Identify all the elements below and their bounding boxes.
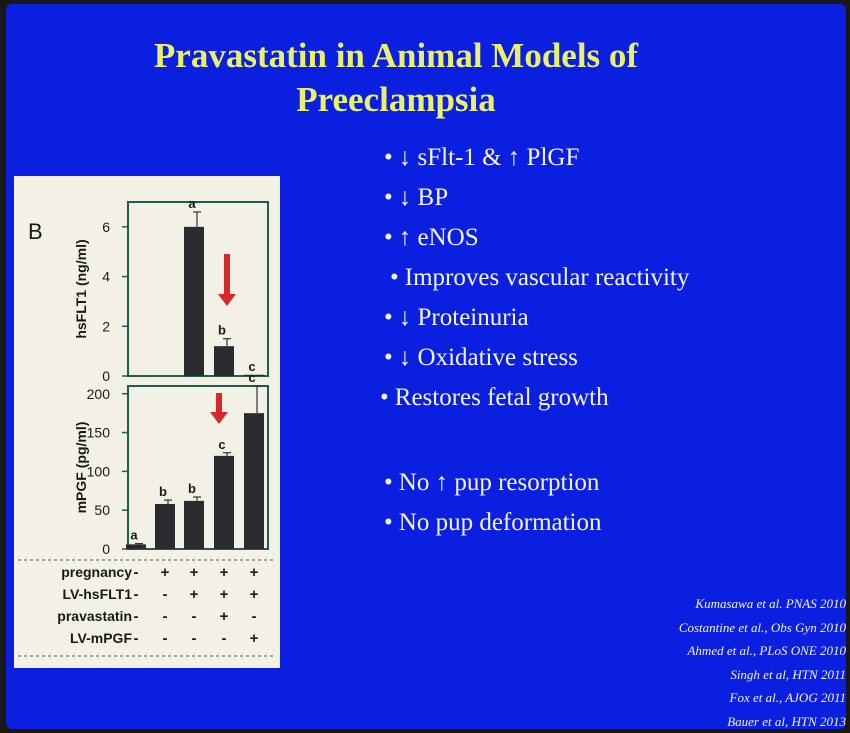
significance-letter: a (188, 196, 196, 211)
y-tick-label: 0 (102, 541, 110, 557)
condition-sign: - (134, 586, 139, 603)
condition-sign: + (250, 564, 259, 581)
bar (214, 346, 234, 376)
bullet-item: •No pup deformation (384, 509, 602, 537)
significance-letter: b (218, 323, 226, 338)
condition-label: pravastatin (57, 608, 132, 624)
bar (184, 501, 204, 549)
reference-item: Bauer et al, HTN 2013 (616, 710, 846, 733)
reference-item: Singh et al, HTN 2011 (616, 663, 846, 687)
y-tick-label: 2 (102, 318, 110, 334)
condition-sign: - (192, 608, 197, 625)
significance-letter: b (159, 484, 167, 499)
condition-sign: - (252, 608, 257, 625)
condition-sign: - (134, 564, 139, 581)
title-line-2: Preeclampsia (46, 78, 746, 122)
title-line-1: Pravastatin in Animal Models of (46, 34, 746, 78)
reference-item: Fox et al., AJOG 2011 (616, 686, 846, 710)
condition-sign: - (163, 630, 168, 647)
condition-sign: - (163, 586, 168, 603)
slide: Pravastatin in Animal Models of Preeclam… (6, 4, 846, 729)
significance-letter: c (248, 370, 255, 385)
reference-item: Costantine et al., Obs Gyn 2010 (616, 616, 846, 640)
bar (184, 227, 204, 376)
y-tick-label: 200 (87, 386, 111, 402)
y-tick-label: 150 (87, 425, 111, 441)
condition-sign: - (134, 608, 139, 625)
significance-letter: b (188, 481, 196, 496)
significance-letter: c (218, 437, 225, 452)
y-tick-label: 50 (94, 502, 110, 518)
down-arrow-head (218, 294, 236, 306)
condition-sign: - (134, 630, 139, 647)
condition-sign: + (220, 586, 229, 603)
bullet-item: •Restores fetal growth (380, 384, 609, 412)
condition-sign: - (163, 608, 168, 625)
bullet-item: •No ↑ pup resorption (384, 469, 599, 497)
condition-sign: + (250, 586, 259, 603)
bullet-item: •Improves vascular reactivity (390, 264, 689, 292)
y-tick-label: 4 (102, 269, 110, 285)
condition-sign: + (190, 564, 199, 581)
condition-label: LV-mPGF (70, 630, 132, 646)
figure-panel: B 0 2 4 6 hsFLT1 (ng/ml) a b c 0 50 100 150 200 mPGF (… (14, 176, 280, 668)
bar (244, 413, 264, 549)
y-tick-label: 6 (102, 219, 110, 235)
condition-sign: + (161, 564, 170, 581)
down-arrow-head (210, 412, 228, 424)
slide-title: Pravastatin in Animal Models of Preeclam… (46, 34, 746, 122)
bullet-item: •↓ Oxidative stress (384, 344, 578, 372)
condition-sign: - (192, 630, 197, 647)
y-axis-label: mPGF (pg/ml) (73, 422, 89, 514)
panel-label: B (28, 219, 43, 244)
y-axis-label: hsFLT1 (ng/ml) (73, 239, 89, 338)
bullet-item: •↑ eNOS (384, 224, 479, 252)
bar-chart-figure: B 0 2 4 6 hsFLT1 (ng/ml) a b c 0 50 100 150 200 mPGF (… (14, 176, 280, 668)
condition-sign: + (250, 630, 259, 647)
bullet-item: •↓ Proteinuria (384, 304, 529, 332)
bullet-item: •↓ sFlt-1 & ↑ PlGF (384, 144, 579, 172)
condition-sign: + (190, 586, 199, 603)
condition-sign: + (220, 564, 229, 581)
bar (126, 544, 146, 549)
y-tick-label: 100 (87, 463, 111, 479)
condition-sign: + (220, 608, 229, 625)
reference-list: Kumasawa et al. PNAS 2010 Costantine et … (616, 592, 846, 733)
condition-label: pregnancy (61, 564, 132, 580)
bar (214, 456, 234, 549)
y-tick-label: 0 (102, 368, 110, 384)
condition-label: LV-hsFLT1 (63, 586, 133, 602)
reference-item: Ahmed et al., PLoS ONE 2010 (616, 639, 846, 663)
condition-sign: - (222, 630, 227, 647)
bar (155, 504, 175, 549)
reference-item: Kumasawa et al. PNAS 2010 (616, 592, 846, 616)
significance-letter: a (130, 528, 138, 543)
bullet-item: •↓ BP (384, 184, 448, 212)
